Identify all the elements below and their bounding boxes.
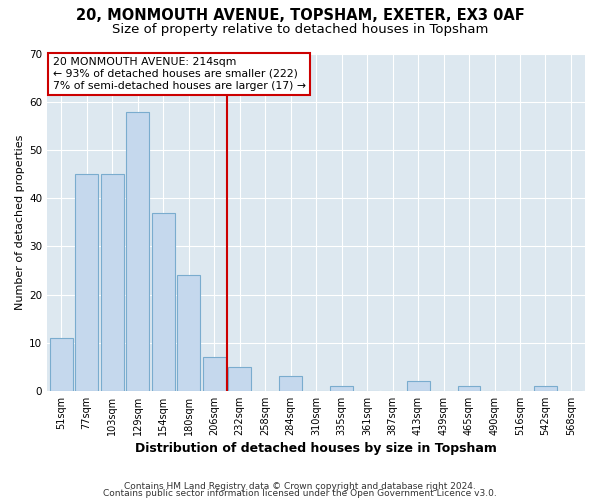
Bar (279, 376, 302, 391)
X-axis label: Distribution of detached houses by size in Topsham: Distribution of detached houses by size … (135, 442, 497, 455)
Bar (50, 338, 73, 391)
Text: 20, MONMOUTH AVENUE, TOPSHAM, EXETER, EX3 0AF: 20, MONMOUTH AVENUE, TOPSHAM, EXETER, EX… (76, 8, 524, 22)
Text: Contains HM Land Registry data © Crown copyright and database right 2024.: Contains HM Land Registry data © Crown c… (124, 482, 476, 491)
Text: 20 MONMOUTH AVENUE: 214sqm
← 93% of detached houses are smaller (222)
7% of semi: 20 MONMOUTH AVENUE: 214sqm ← 93% of deta… (53, 58, 305, 90)
Bar (407, 381, 430, 391)
Y-axis label: Number of detached properties: Number of detached properties (15, 134, 25, 310)
Bar (228, 367, 251, 391)
Bar (330, 386, 353, 391)
Text: Size of property relative to detached houses in Topsham: Size of property relative to detached ho… (112, 22, 488, 36)
Bar (458, 386, 481, 391)
Bar (75, 174, 98, 391)
Bar (177, 276, 200, 391)
Bar (534, 386, 557, 391)
Text: Contains public sector information licensed under the Open Government Licence v3: Contains public sector information licen… (103, 490, 497, 498)
Bar (203, 357, 226, 391)
Bar (152, 213, 175, 391)
Bar (126, 112, 149, 391)
Bar (101, 174, 124, 391)
